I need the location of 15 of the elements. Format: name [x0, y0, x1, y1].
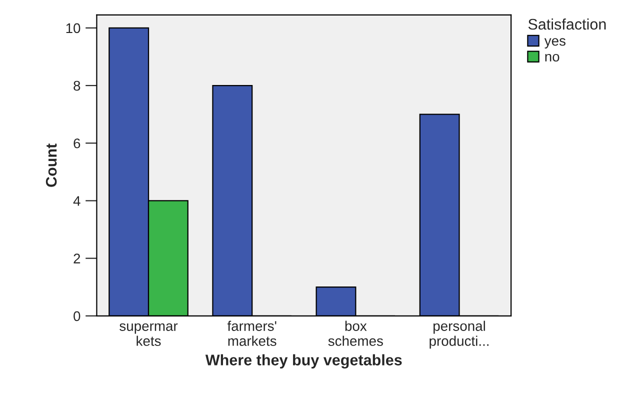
x-tick-label: box schemes — [328, 320, 383, 346]
y-axis-title: Count — [46, 144, 57, 187]
y-tick-label: 10 — [66, 23, 80, 34]
y-tick-label: 0 — [74, 311, 80, 322]
y-tick-label: 2 — [74, 254, 80, 264]
y-tick-label: 6 — [74, 138, 80, 148]
y-tick-label: 4 — [73, 196, 80, 206]
x-tick-label: personal producti... — [430, 320, 488, 349]
legend-label: no — [545, 54, 560, 62]
x-tick-label: farmers' markets — [227, 320, 276, 346]
x-tick-label: supermar kets — [120, 323, 178, 346]
x-axis-title: Where they buy vegetables — [205, 354, 402, 369]
legend-label: yes — [544, 38, 566, 48]
legend-title: Satisfaction — [528, 18, 606, 30]
y-tick-label: 8 — [74, 80, 80, 91]
